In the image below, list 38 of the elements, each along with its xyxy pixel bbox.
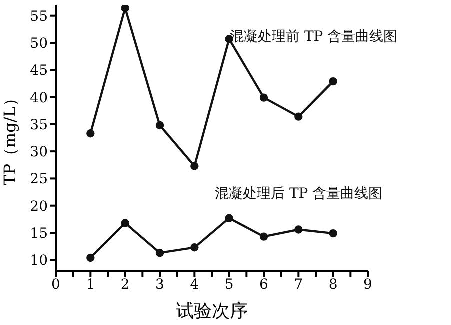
point [260,94,268,102]
x-axis-title: 试验次序 [176,301,248,322]
x-tick-label: 1 [86,276,96,293]
y-tick-label: 55 [30,8,48,25]
point [329,77,338,86]
y-tick-label: 15 [30,226,48,242]
point [329,229,338,238]
y-tick-label: 40 [30,90,48,106]
y-tick-label: 30 [30,144,48,161]
point [121,5,130,12]
series-label: 混凝处理后 TP 含量曲线图 [215,185,383,203]
y-tick-label: 35 [30,117,48,134]
point [86,130,95,138]
point [156,248,164,258]
point [294,226,303,234]
point [190,162,199,170]
point [294,112,303,121]
y-tick-label: 45 [30,63,48,80]
x-tick-label: 0 [52,276,60,293]
x-tick-label: 3 [156,276,164,293]
point [156,121,164,130]
point [121,219,130,228]
x-tick-label: 8 [328,276,338,293]
y-tick-label: 50 [30,36,48,52]
point [86,254,95,262]
x-tick-label: 9 [364,276,372,293]
x-tick-label: 6 [260,276,269,293]
x-tick-label: 2 [120,276,130,293]
y-axis-title: TP（mg/L） [0,90,20,186]
y-tick-label: 25 [30,172,48,188]
point [190,244,199,252]
x-tick-label: 4 [190,276,200,293]
point [225,214,234,222]
y-tick-label: 20 [30,198,48,215]
x-tick-label: 5 [224,276,234,293]
y-tick-label: 10 [30,253,48,270]
x-tick-label: 7 [294,276,304,293]
point [260,232,268,241]
